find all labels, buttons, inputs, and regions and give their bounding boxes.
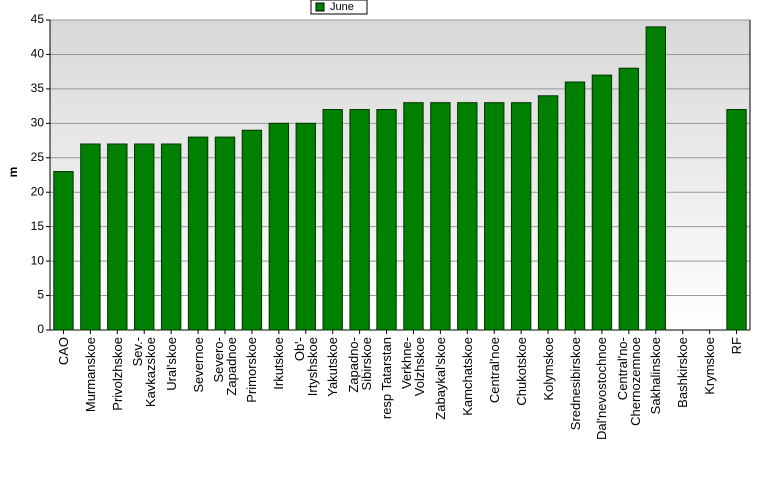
legend-label: June xyxy=(330,1,354,13)
x-tick-label: Krymskoe xyxy=(702,337,718,395)
x-tick-label: Chukotskoe xyxy=(513,337,529,406)
y-tick-label: 40 xyxy=(31,47,45,61)
x-tick-label: Zabaykal'skoe xyxy=(432,337,448,420)
bar xyxy=(80,143,101,331)
x-tick-label: Severo- Zapadnoe xyxy=(211,337,239,396)
x-tick-label: Irkutskoe xyxy=(271,337,287,390)
x-tick-label: Ural'skoe xyxy=(163,337,179,391)
x-tick-label: Kolymskoe xyxy=(540,337,556,401)
y-tick-label: 0 xyxy=(37,322,44,336)
x-tick-label: Severnoe xyxy=(190,337,206,393)
x-tick-label: Zapadno- Sibirskoe xyxy=(345,337,374,393)
bar xyxy=(160,143,182,331)
bar xyxy=(53,171,74,331)
x-tick-label: Privolzhskoe xyxy=(109,337,125,411)
x-tick-label: Srednesibirskoe xyxy=(567,337,583,431)
bar xyxy=(484,102,505,331)
y-tick-label: 15 xyxy=(31,219,45,233)
x-tick-label: Central'no- Chernozemnoe xyxy=(614,337,643,426)
bar xyxy=(618,67,640,331)
x-tick-label: Murmanskoe xyxy=(82,337,98,413)
bar xyxy=(241,129,263,331)
legend-box xyxy=(310,0,368,15)
x-tick-label: Dal'nevostochnoe xyxy=(594,337,610,440)
x-tick-label: Sev.- Kavkazskoe xyxy=(130,337,159,408)
bar xyxy=(510,102,532,331)
x-tick-label: Kamchatskoe xyxy=(459,337,475,416)
x-tick-label: CAO xyxy=(55,337,71,366)
legend-swatch xyxy=(315,2,325,12)
legend: June xyxy=(310,0,368,15)
bar xyxy=(645,26,666,331)
x-tick-label: Verkhne- Volzhskoe xyxy=(399,337,428,397)
x-tick-label: Yakutskoe xyxy=(325,337,341,397)
bar xyxy=(322,109,343,331)
bar xyxy=(214,136,236,331)
y-tick-label: 45 xyxy=(31,12,45,26)
y-tick-label: 30 xyxy=(31,116,45,130)
x-tick-label: Central'noe xyxy=(486,337,502,404)
x-tick-label: resp Tatarstan xyxy=(379,337,395,420)
x-tick-label: Primorskoe xyxy=(244,337,260,403)
x-tick-label: Ob'- Irtyshskoe xyxy=(291,337,320,397)
bar xyxy=(376,109,397,331)
y-tick-label: 10 xyxy=(31,253,45,267)
x-tick-label: Sakhalinskoe xyxy=(648,337,664,415)
y-tick-label: 25 xyxy=(31,150,45,164)
bar xyxy=(349,109,370,331)
bar xyxy=(591,74,613,331)
bar xyxy=(537,95,559,331)
x-tick-label: Bashkirskoe xyxy=(675,337,691,408)
y-tick-label: 20 xyxy=(31,184,45,198)
plot-area xyxy=(50,20,750,330)
bar xyxy=(107,143,128,331)
bar xyxy=(134,143,155,331)
bar xyxy=(564,81,586,331)
y-tick-label: 5 xyxy=(37,288,44,302)
x-tick-label: RF xyxy=(729,337,745,355)
bar xyxy=(268,122,290,331)
y-tick-label: 35 xyxy=(31,81,45,95)
y-axis-label: m xyxy=(6,167,20,178)
bar xyxy=(430,102,451,331)
bar xyxy=(403,102,424,331)
bar xyxy=(295,122,316,331)
bar xyxy=(457,102,478,331)
bar xyxy=(726,109,747,331)
bar xyxy=(187,136,209,331)
